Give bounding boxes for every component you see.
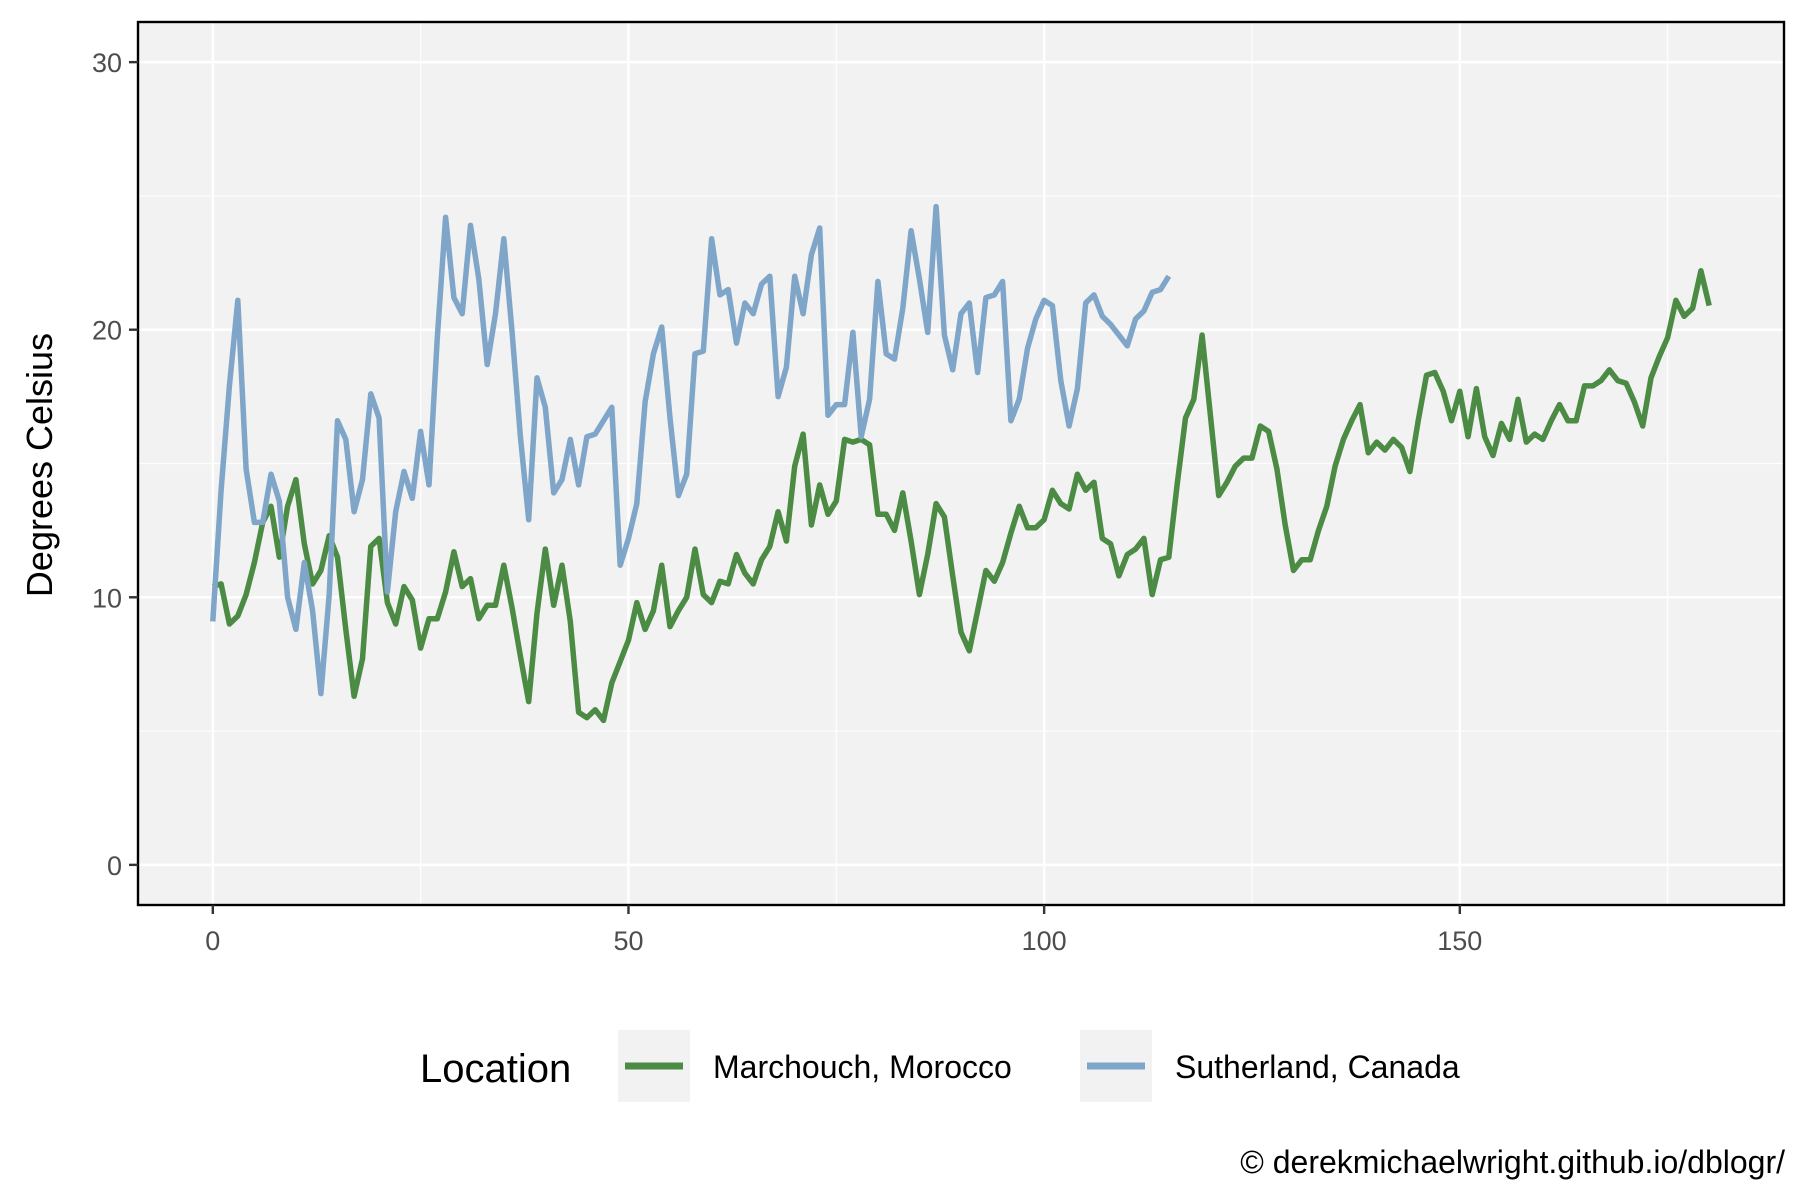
y-tick-label: 10 xyxy=(92,583,122,613)
legend-label-marchouch: Marchouch, Morocco xyxy=(713,1049,1012,1085)
credit-text: © derekmichaelwright.github.io/dblogr/ xyxy=(1240,1144,1785,1180)
axis-ticks: 0 50 100 150 0 10 20 30 xyxy=(92,48,1482,956)
y-tick-label: 0 xyxy=(107,851,122,881)
series-lines xyxy=(210,203,1712,724)
y-tick-label: 20 xyxy=(92,316,122,346)
x-tick-label: 50 xyxy=(613,926,643,956)
panel-border xyxy=(136,20,1786,907)
y-tick-label: 30 xyxy=(92,48,122,78)
series-line-2 xyxy=(210,203,1172,697)
x-tick-label: 100 xyxy=(1022,926,1067,956)
x-tick-label: 0 xyxy=(205,926,220,956)
series-line-1 xyxy=(211,268,1712,724)
x-tick-label: 150 xyxy=(1437,926,1482,956)
legend-title: Location xyxy=(420,1047,571,1091)
legend-label-sutherland: Sutherland, Canada xyxy=(1175,1049,1460,1085)
legend: Location Marchouch, Morocco Sutherland, … xyxy=(420,1030,1460,1102)
y-axis-title: Degrees Celsius xyxy=(19,333,60,597)
